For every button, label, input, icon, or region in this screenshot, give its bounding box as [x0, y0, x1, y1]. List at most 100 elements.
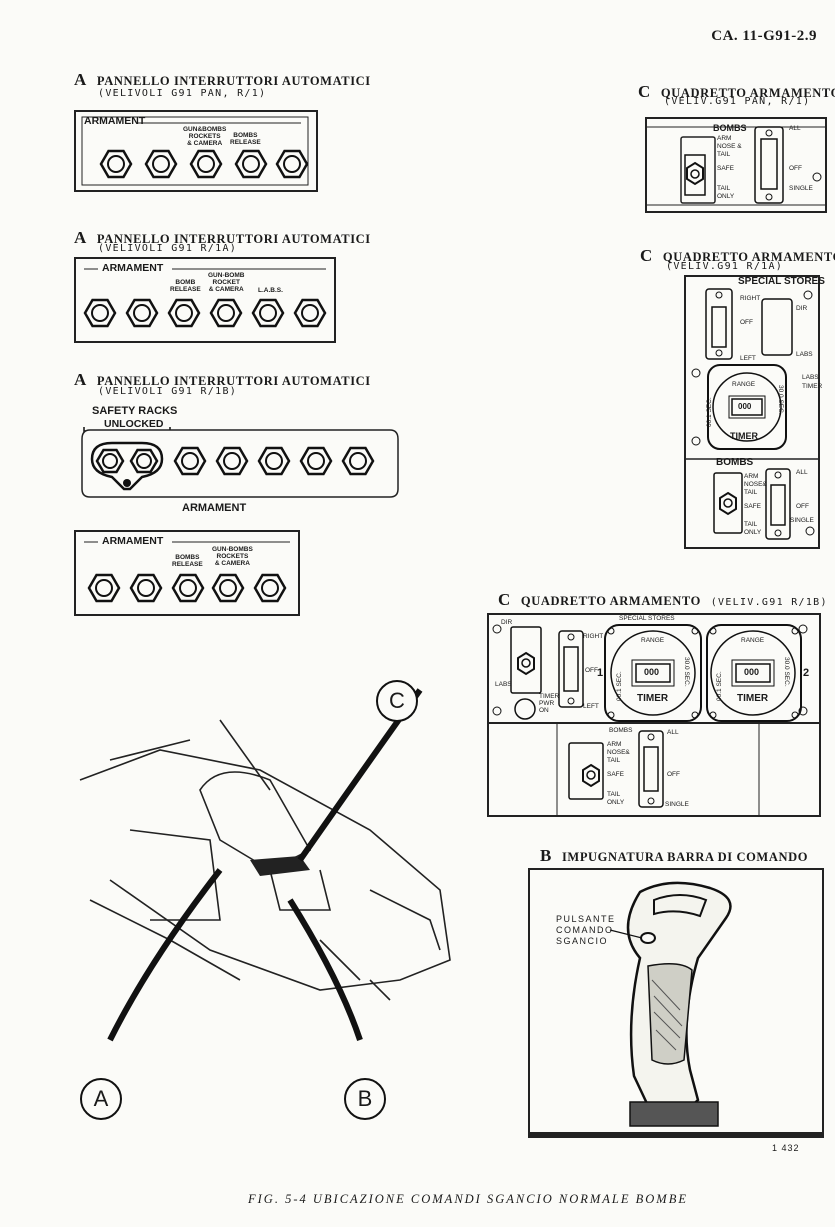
timer-1-label: TIMER	[637, 693, 669, 704]
unlocked-label: UNLOCKED	[104, 418, 164, 430]
panel-title: PANNELLO INTERRUTTORI AUTOMATICI	[96, 232, 371, 246]
timer-1-digits: 000	[644, 667, 660, 677]
labs-label: LABS	[495, 681, 512, 688]
sec-left-label: 00.1 SEC.	[706, 397, 713, 427]
bombs-arm-toggle[interactable]	[684, 154, 706, 196]
panel-c3-box: SPECIAL STORES DIR LABS RIGHT OFF LEFT T…	[487, 613, 821, 817]
bombs-label: BOMBS	[713, 123, 747, 133]
sec-right-label: 30.0 SEC.	[777, 385, 784, 415]
timer-2-number: 2	[803, 667, 810, 679]
safe-label: SAFE	[744, 503, 761, 510]
figure-caption: FIG. 5-4 UBICAZIONE COMANDI SGANCIO NORM…	[248, 1192, 688, 1206]
breaker-label-gun-bombs: GUN&BOMBS ROCKETS & CAMERA	[183, 126, 227, 147]
bombs-release-selector[interactable]	[754, 126, 784, 204]
special-stores-label: SPECIAL STORES	[619, 615, 675, 622]
panel-b-header: B IMPUGNATURA BARRA DI COMANDO	[540, 846, 808, 866]
all-label: ALL	[667, 729, 679, 736]
panel-letter: A	[74, 70, 87, 89]
panel-subtitle: (VELIVOLI G91 R/1B)	[98, 386, 238, 397]
right-label: RIGHT	[740, 295, 761, 302]
off-label-2: OFF	[667, 771, 680, 778]
special-stores-toggle[interactable]	[705, 288, 733, 360]
bombs-release-selector[interactable]	[765, 468, 791, 540]
panel-a1-header: A PANNELLO INTERRUTTORI AUTOMATICI	[74, 70, 371, 90]
panel-subtitle: (VELIVOLI G91 R/1A)	[98, 243, 238, 254]
panel-subtitle: (VELIVOLI G91 PAN, R/1)	[98, 88, 267, 99]
off-label: OFF	[789, 165, 802, 172]
panel-a4-armament-box: ARMAMENT BOMBS RELEASE GUN-BOMBS ROCKETS & …	[74, 530, 300, 616]
timer-digits: 000	[738, 402, 752, 411]
timer-2-sec-right: 30.0 SEC.	[783, 657, 790, 687]
dir-labs-toggle[interactable]	[510, 626, 542, 694]
breaker-label-bombs-release: BOMBS RELEASE	[172, 554, 203, 568]
bombs-arm-toggle[interactable]	[568, 742, 604, 800]
all-label: ALL	[789, 125, 801, 132]
panel-title: IMPUGNATURA BARRA DI COMANDO	[561, 850, 809, 864]
panel-a1-armament-box: ARMAMENT GUN&BOMBS ROCKETS & CAMERA BOMBS R…	[74, 110, 318, 192]
left-label: LEFT	[583, 703, 599, 710]
cockpit-illustration	[79, 688, 451, 1042]
dir-labs-selector[interactable]	[761, 298, 793, 356]
arm-nose-tail-label: ARM NOSE& TAIL	[607, 741, 630, 764]
arm-nose-tail-label: ARM NOSE& TAIL	[744, 473, 767, 496]
bombs-release-selector[interactable]	[638, 730, 664, 808]
labs-label: LABS	[796, 351, 813, 358]
armament-label: ARMAMENT	[102, 535, 164, 547]
safety-racks-label: SAFETY RACKS	[92, 405, 178, 417]
panel-title: QUADRETTO ARMAMENTO	[662, 250, 835, 264]
bomb-release-callout: PULSANTE COMANDO SGANCIO	[556, 914, 616, 946]
range-label: RANGE	[732, 381, 756, 388]
off-label-2: OFF	[796, 503, 809, 510]
timer-2-digits: 000	[744, 667, 760, 677]
right-label: RIGHT	[583, 633, 604, 640]
panel-a2-armament-box: ARMAMENT BOMB RELEASE GUN-BOMB ROCKET & CAM…	[74, 257, 336, 343]
left-label: LEFT	[740, 355, 756, 362]
bombs-label: BOMBS	[609, 727, 633, 734]
panel-c1-box: BOMBS ARM NOSE & TAIL SAFE TAIL ONLY ALL…	[645, 117, 827, 213]
armament-label: ARMAMENT	[102, 262, 164, 274]
panel-c1-header: C QUADRETTO ARMAMENTO	[638, 82, 835, 102]
bombs-arm-toggle[interactable]	[713, 472, 743, 534]
panel-letter: A	[74, 370, 87, 389]
timer-label: TIMER	[730, 431, 758, 441]
panel-c3-header: C QUADRETTO ARMAMENTO (VELIV.G91 R/1B)	[498, 590, 828, 610]
timer-2-sec-left: 00.1 SEC.	[716, 671, 723, 701]
bomb-release-button[interactable]	[640, 932, 656, 944]
panel-title: PANNELLO INTERRUTTORI AUTOMATICI	[96, 74, 371, 88]
safety-racks-switch[interactable]	[90, 441, 164, 491]
dir-label: DIR	[796, 305, 808, 312]
special-stores-toggle[interactable]	[558, 630, 584, 708]
breaker-label-bomb-release: BOMB RELEASE	[170, 279, 201, 293]
breaker-row	[83, 298, 327, 328]
panel-title: QUADRETTO ARMAMENTO	[660, 86, 835, 100]
off-label: OFF	[585, 667, 598, 674]
panel-subtitle: (VELIV.G91 R/1A)	[666, 261, 784, 272]
breaker-label-gun-bomb: GUN-BOMB ROCKET & CAMERA	[208, 272, 245, 293]
panel-a2-header: A PANNELLO INTERRUTTORI AUTOMATICI	[74, 228, 371, 248]
timer-2-range-label: RANGE	[741, 637, 765, 644]
safe-label: SAFE	[717, 165, 734, 172]
timer-pwr-button[interactable]	[514, 698, 536, 720]
callout-b: B	[344, 1078, 386, 1120]
timer-1-range-label: RANGE	[641, 637, 665, 644]
breaker-row	[173, 446, 375, 476]
figure-number: 1 432	[772, 1143, 800, 1153]
panel-c2-header: C QUADRETTO ARMAMENTO	[640, 246, 835, 266]
timer-1-sec-right: 30.0 SEC.	[683, 657, 690, 687]
panel-a3-armament-box	[81, 427, 399, 498]
armament-label: ARMAMENT	[182, 502, 247, 514]
breaker-label-labs: L.A.B.S.	[258, 287, 283, 294]
special-stores-label: SPECIAL STORES	[738, 276, 825, 287]
callout-a: A	[80, 1078, 122, 1120]
control-stick-grip	[609, 881, 732, 1127]
single-label: SINGLE	[790, 517, 814, 524]
timer-2-label: TIMER	[737, 693, 769, 704]
timer-1-dial[interactable]	[604, 624, 702, 722]
labs-timer-dial[interactable]	[707, 364, 787, 450]
timer-2-dial[interactable]	[706, 624, 802, 722]
panel-letter: C	[640, 246, 653, 265]
single-label: SINGLE	[789, 185, 813, 192]
timer-1-sec-left: 00.1 SEC.	[616, 671, 623, 701]
timer-pwr-label: TIMER PWR ON	[539, 693, 560, 714]
panel-letter: C	[498, 590, 511, 609]
